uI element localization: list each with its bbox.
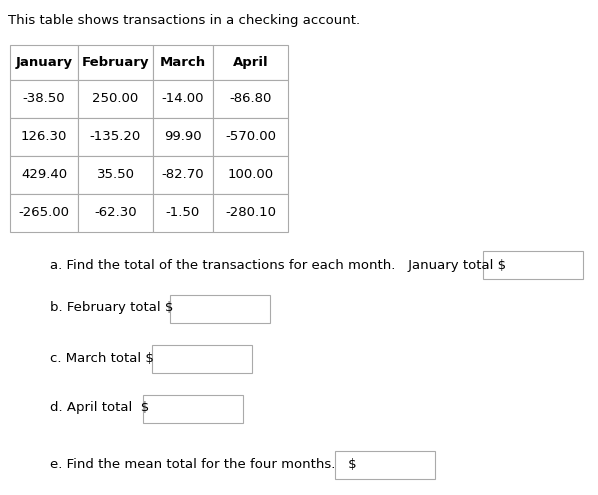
Text: a. Find the total of the transactions for each month.   January total $: a. Find the total of the transactions fo… <box>50 258 506 271</box>
Bar <box>170 295 270 323</box>
Bar <box>213 118 288 156</box>
Text: -280.10: -280.10 <box>225 206 276 219</box>
Bar <box>10 118 78 156</box>
Bar <box>78 45 153 80</box>
Text: March: March <box>160 56 206 69</box>
Bar <box>10 156 78 194</box>
Text: 429.40: 429.40 <box>21 168 67 182</box>
Text: February: February <box>82 56 150 69</box>
Bar <box>213 156 288 194</box>
Bar <box>213 194 288 232</box>
Text: 100.00: 100.00 <box>227 168 273 182</box>
Bar <box>483 251 583 279</box>
Bar <box>153 194 213 232</box>
Text: b. February total $: b. February total $ <box>50 301 173 314</box>
Text: -86.80: -86.80 <box>229 93 271 105</box>
Text: -570.00: -570.00 <box>225 131 276 144</box>
Text: This table shows transactions in a checking account.: This table shows transactions in a check… <box>8 14 360 27</box>
Text: d. April total  $: d. April total $ <box>50 401 150 414</box>
Bar <box>78 194 153 232</box>
Bar <box>153 45 213 80</box>
Bar <box>153 118 213 156</box>
Text: 126.30: 126.30 <box>21 131 67 144</box>
Bar <box>78 80 153 118</box>
Bar <box>213 80 288 118</box>
Text: c. March total $: c. March total $ <box>50 351 154 364</box>
Bar <box>335 451 435 479</box>
Bar <box>10 45 78 80</box>
Text: -62.30: -62.30 <box>94 206 137 219</box>
Text: -14.00: -14.00 <box>161 93 205 105</box>
Bar <box>78 156 153 194</box>
Text: -82.70: -82.70 <box>161 168 205 182</box>
Bar <box>143 395 243 423</box>
Bar <box>213 45 288 80</box>
Text: 99.90: 99.90 <box>164 131 202 144</box>
Text: April: April <box>233 56 269 69</box>
Bar <box>78 118 153 156</box>
Bar <box>152 345 252 373</box>
Bar <box>153 80 213 118</box>
Text: 35.50: 35.50 <box>96 168 135 182</box>
Text: -265.00: -265.00 <box>19 206 69 219</box>
Bar <box>10 194 78 232</box>
Text: January: January <box>16 56 72 69</box>
Text: 250.00: 250.00 <box>92 93 139 105</box>
Text: -38.50: -38.50 <box>23 93 65 105</box>
Text: -135.20: -135.20 <box>90 131 141 144</box>
Bar <box>10 80 78 118</box>
Text: -1.50: -1.50 <box>166 206 200 219</box>
Text: e. Find the mean total for the four months.   $: e. Find the mean total for the four mont… <box>50 457 356 471</box>
Bar <box>153 156 213 194</box>
